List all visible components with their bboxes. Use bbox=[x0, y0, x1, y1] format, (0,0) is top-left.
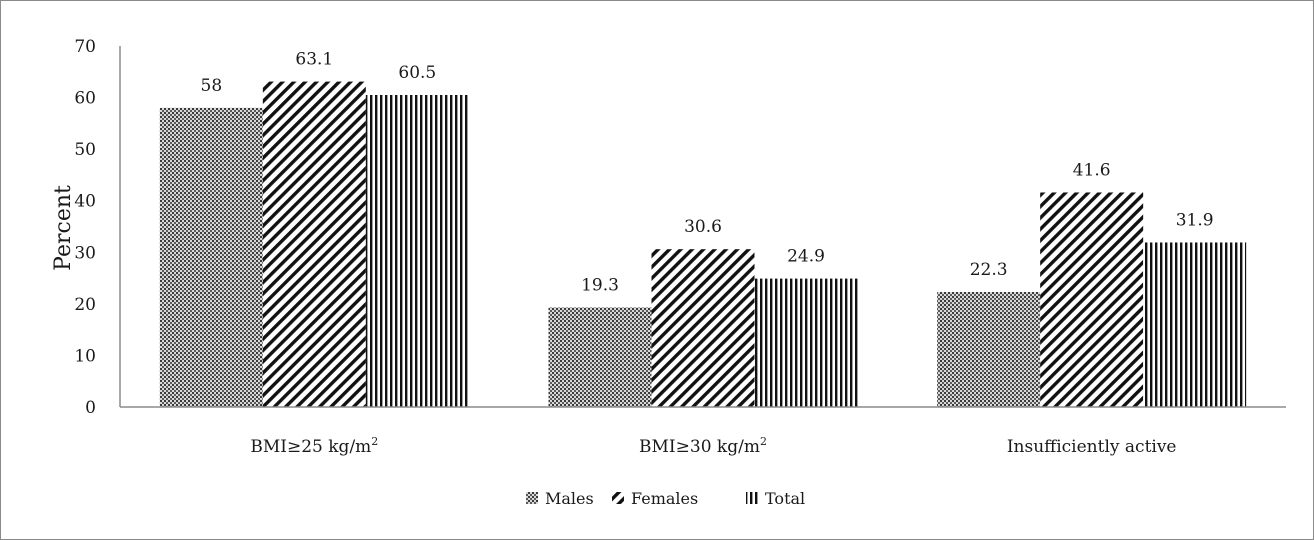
y-tick-label: 0 bbox=[85, 398, 96, 418]
bar-males-1 bbox=[548, 307, 652, 407]
y-tick-label: 50 bbox=[74, 140, 96, 160]
category-label: BMI≥25 kg/m2 bbox=[250, 435, 378, 457]
legend-label-total: Total bbox=[765, 489, 805, 508]
bar-females-1 bbox=[651, 249, 755, 407]
y-axis-ticks: 0 10 20 30 40 50 60 70 bbox=[74, 37, 96, 418]
legend-swatch-females bbox=[612, 492, 624, 504]
data-label-males-1: 19.3 bbox=[581, 275, 619, 295]
y-tick-label: 10 bbox=[74, 346, 96, 366]
legend-label-females: Females bbox=[631, 489, 698, 508]
y-tick-label: 30 bbox=[74, 243, 96, 263]
category-labels: BMI≥25 kg/m2 BMI≥30 kg/m2 Insufficiently a… bbox=[250, 435, 1176, 457]
data-label-males-0: 58 bbox=[201, 76, 223, 96]
bar-group bbox=[159, 81, 1247, 407]
bar-females-0 bbox=[262, 81, 366, 407]
bar-total-0 bbox=[365, 94, 469, 407]
bar-total-2 bbox=[1143, 242, 1247, 407]
legend-swatch-total bbox=[746, 492, 758, 504]
legend-swatch-males bbox=[526, 492, 538, 504]
bar-females-2 bbox=[1040, 192, 1144, 407]
data-label-total-1: 24.9 bbox=[787, 247, 825, 267]
category-label: Insufficiently active bbox=[1007, 437, 1177, 457]
legend-label-males: Males bbox=[545, 489, 594, 508]
category-label-text: BMI≥30 kg/m bbox=[639, 437, 760, 457]
data-label-females-2: 41.6 bbox=[1073, 160, 1111, 180]
y-axis-label: Percent bbox=[51, 185, 76, 271]
bar-males-0 bbox=[159, 107, 263, 407]
legend: Males Females Total bbox=[526, 489, 805, 508]
category-label: BMI≥30 kg/m2 bbox=[639, 435, 767, 457]
data-label-females-1: 30.6 bbox=[684, 217, 722, 237]
bar-males-2 bbox=[937, 291, 1041, 407]
data-label-total-0: 60.5 bbox=[398, 63, 436, 83]
data-labels: 58 63.1 60.5 19.3 30.6 24.9 22.3 41.6 31.9 bbox=[201, 50, 1214, 296]
category-label-superscript: 2 bbox=[760, 435, 767, 448]
bar-total-1 bbox=[754, 278, 858, 407]
category-label-superscript: 2 bbox=[371, 435, 378, 448]
data-label-total-2: 31.9 bbox=[1176, 210, 1214, 230]
y-tick-label: 40 bbox=[74, 192, 96, 212]
y-tick-label: 20 bbox=[74, 295, 96, 315]
data-label-females-0: 63.1 bbox=[295, 50, 333, 70]
category-label-text: Insufficiently active bbox=[1007, 437, 1177, 457]
y-tick-label: 70 bbox=[74, 37, 96, 57]
category-label-text: BMI≥25 kg/m bbox=[250, 437, 371, 457]
data-label-males-2: 22.3 bbox=[970, 260, 1008, 280]
y-tick-label: 60 bbox=[74, 89, 96, 109]
